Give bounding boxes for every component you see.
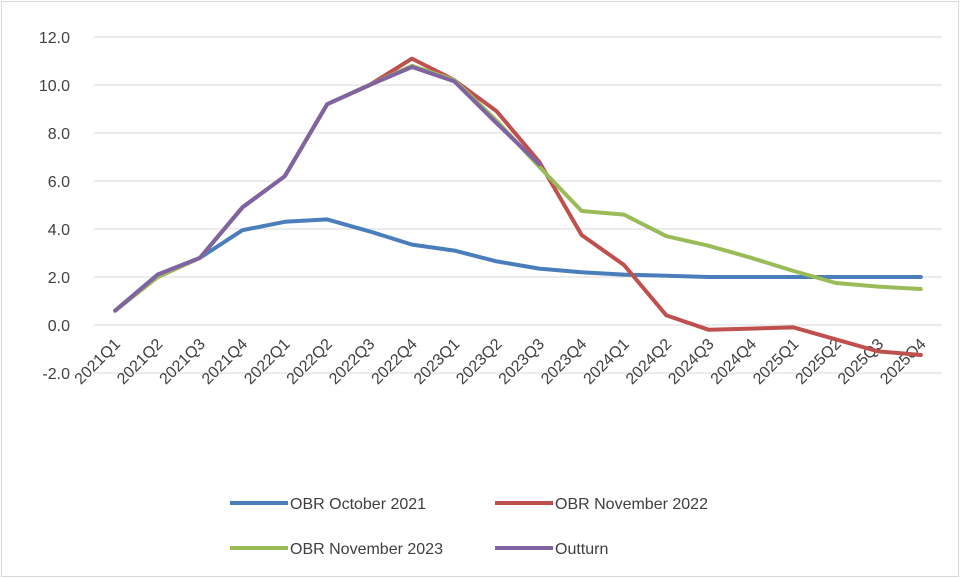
y-tick-label: 12.0	[39, 30, 70, 47]
y-tick-label: 8.0	[48, 126, 70, 143]
legend-label: OBR November 2022	[555, 496, 708, 513]
legend-label: OBR November 2023	[290, 541, 443, 558]
legend-label: OBR October 2021	[290, 496, 426, 513]
y-tick-label: 10.0	[39, 78, 70, 95]
y-tick-label: 0.0	[48, 318, 70, 335]
series-line	[113, 65, 542, 313]
series-line	[113, 217, 923, 313]
y-tick-label: -2.0	[42, 366, 70, 383]
y-tick-label: 6.0	[48, 174, 70, 191]
legend-label: Outturn	[555, 541, 608, 558]
y-tick-label: 4.0	[48, 222, 70, 239]
y-tick-label: 2.0	[48, 270, 70, 287]
